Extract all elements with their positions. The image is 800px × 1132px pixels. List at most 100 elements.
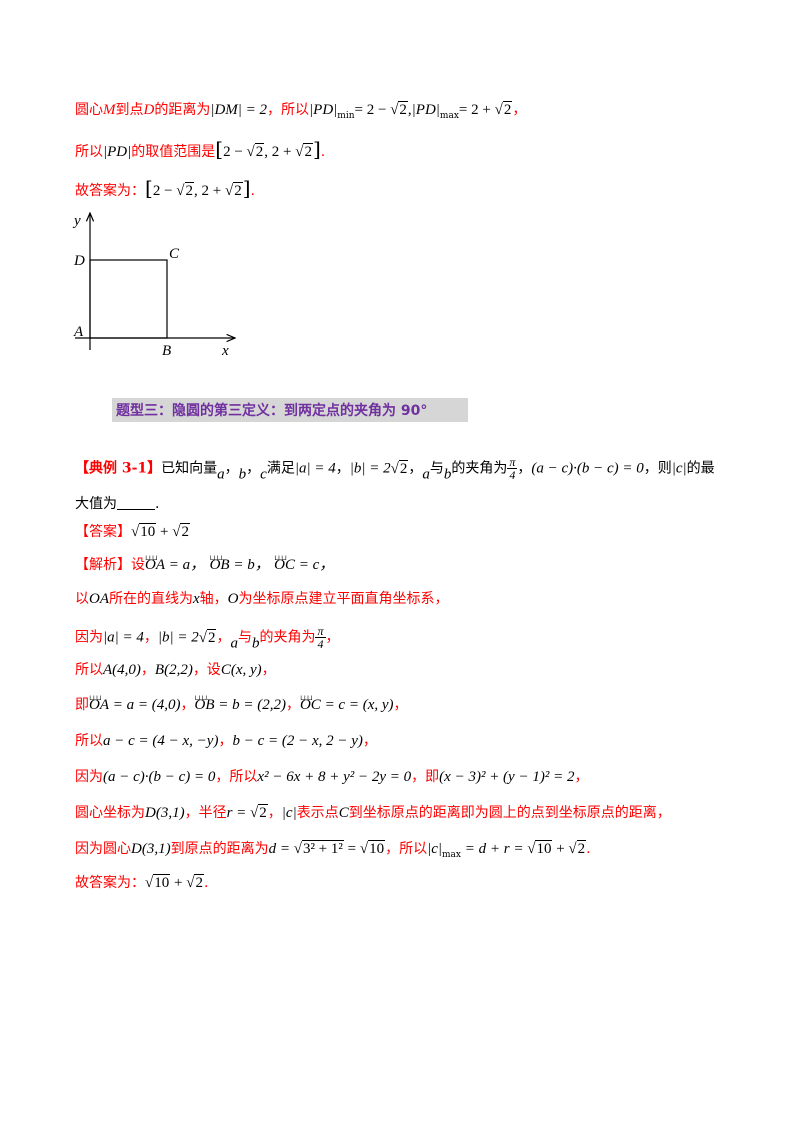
- analysis-line-8: 圆心坐标为D(3,1)，半径r = √2，|c|表示点C到坐标原点的距离即为圆上…: [75, 803, 671, 823]
- sqrt-radicand: 2: [184, 182, 195, 199]
- text: ，即: [411, 769, 440, 785]
- math-abs-c: |c|: [671, 460, 687, 477]
- math: = d + r =: [461, 841, 528, 857]
- math-C: C: [338, 805, 349, 821]
- text: ，: [574, 769, 589, 785]
- math-OA: OA: [89, 591, 109, 607]
- math: =: [343, 841, 360, 857]
- text: ，: [218, 733, 233, 749]
- sqrt-symbol: √2: [186, 874, 204, 891]
- sqrt-symbol: √10: [359, 840, 386, 857]
- period: .: [155, 496, 160, 512]
- label-y: y: [72, 213, 81, 229]
- plus: +: [552, 841, 569, 857]
- vec-label: OB: [194, 697, 215, 713]
- text: 表示点: [296, 805, 339, 821]
- text: 的取值范围是: [131, 144, 216, 160]
- solution-line-2: 所以|PD|的取值范围是[2 − √2, 2 + √2].: [75, 137, 326, 161]
- text: 与: [429, 460, 444, 477]
- text: 因为: [75, 629, 103, 646]
- analysis-line-7: 因为(a − c)·(b − c) = 0，所以x² − 6x + 8 + y²…: [75, 767, 588, 787]
- text: 到坐标原点的距离即为圆上的点到坐标原点的距离，: [348, 805, 671, 821]
- math-abs-c: |c|: [427, 841, 443, 857]
- example-line-2: 大值为.: [75, 494, 159, 514]
- range-lower: 2 −: [223, 144, 247, 160]
- coordinate-figure: y x A B C D: [72, 205, 250, 359]
- sqrt-symbol: √3² + 1²: [293, 840, 344, 857]
- vec-label: OC: [299, 697, 321, 713]
- sqrt-symbol: √2: [390, 459, 409, 477]
- vec-label: OC: [274, 557, 295, 573]
- text: 轴，: [199, 591, 228, 607]
- solution-line-1: 圆心M到点D的距离为|DM| = 2，所以|PD|min= 2 − √2,|PD…: [75, 100, 526, 126]
- text: ，: [143, 629, 158, 646]
- sqrt-symbol: √10: [527, 840, 553, 857]
- math-eq: = c，: [295, 557, 335, 573]
- math: |a| = 4: [103, 629, 144, 646]
- sqrt-symbol: √2: [224, 182, 243, 199]
- section-heading: 题型三：隐圆的第三定义：到两定点的夹角为 90°: [112, 398, 468, 422]
- text: 故答案为：: [75, 875, 145, 891]
- math: x² − 6x + 8 + y² − 2y = 0: [257, 769, 412, 785]
- range-upper: , 2 +: [194, 183, 225, 199]
- math: = a = (4,0): [109, 697, 181, 713]
- period: .: [586, 841, 591, 857]
- text: 即: [75, 697, 89, 713]
- label-B: B: [162, 343, 171, 359]
- frac-den: 4: [509, 468, 516, 482]
- plus: +: [170, 875, 187, 891]
- text: 以: [75, 591, 89, 607]
- sqrt-symbol: √2: [246, 143, 265, 160]
- vector-OB: ⊔⊔ OB: [209, 554, 230, 573]
- text: ，所以: [267, 102, 310, 118]
- math: (a − c)·(b − c) = 0: [103, 769, 216, 785]
- math: (x − 3)² + (y − 1)² = 2: [439, 769, 575, 785]
- example-label: 【典例 3-1】: [75, 460, 162, 477]
- answer-label: 【答案】: [75, 524, 131, 540]
- math-eq: = a，: [165, 557, 206, 573]
- sqrt-radicand: 10: [368, 840, 386, 857]
- vector-OC: ⊔⊔ OC: [299, 694, 321, 713]
- text: ，半径: [184, 805, 227, 821]
- math: r =: [226, 805, 251, 821]
- analysis-line-6: 所以a − c = (4 − x, −y)，b − c = (2 − x, 2 …: [75, 731, 377, 751]
- math-M: M: [103, 102, 116, 118]
- math-DM: |DM| = 2: [210, 102, 268, 118]
- answer-line: 【答案】√10 + √2: [75, 522, 190, 542]
- text: 的夹角为: [451, 460, 508, 477]
- sqrt-symbol: √2: [176, 182, 195, 199]
- analysis-line-10: 故答案为：√10 + √2.: [75, 873, 208, 893]
- sqrt-radicand: 10: [153, 874, 171, 891]
- math-a: a: [230, 635, 238, 652]
- math-eq: = b，: [229, 557, 270, 573]
- vec-label: OA: [145, 557, 165, 573]
- text: 因为: [75, 769, 103, 785]
- vec-label: OB: [209, 557, 230, 573]
- math: D(3,1): [145, 805, 185, 821]
- sqrt-radicand: 2: [398, 101, 408, 118]
- subscript-max: max: [442, 850, 461, 860]
- sqrt-radicand: 2: [303, 143, 313, 160]
- math: |b| = 2: [157, 629, 199, 646]
- analysis-line-1: 【解析】设 ⊔⊔ OA = a， ⊔⊔ OB = b， ⊔⊔ OC = c，: [75, 554, 335, 575]
- text: ，设: [192, 662, 221, 678]
- math-min-value: = 2 −: [354, 102, 391, 118]
- vector-OC: ⊔⊔ OC: [274, 554, 295, 573]
- text: 所以: [75, 144, 103, 160]
- sqrt-radicand: 2: [398, 459, 409, 477]
- sqrt-symbol: √2: [172, 523, 190, 540]
- range-lower: 2 −: [152, 183, 177, 199]
- math-b: b: [251, 635, 260, 652]
- sqrt-radicand: 2: [502, 101, 513, 118]
- vector-OA: ⊔⊔ OA: [89, 694, 109, 713]
- math: d =: [268, 841, 294, 857]
- text: 圆心坐标为: [75, 805, 145, 821]
- math: = c = (x, y): [320, 697, 394, 713]
- text: 已知向量: [161, 460, 218, 477]
- frac-den: 4: [317, 637, 324, 651]
- text: ，: [180, 697, 195, 713]
- math-PD: |PD|: [411, 102, 440, 118]
- text: 所在的直线为: [109, 591, 193, 607]
